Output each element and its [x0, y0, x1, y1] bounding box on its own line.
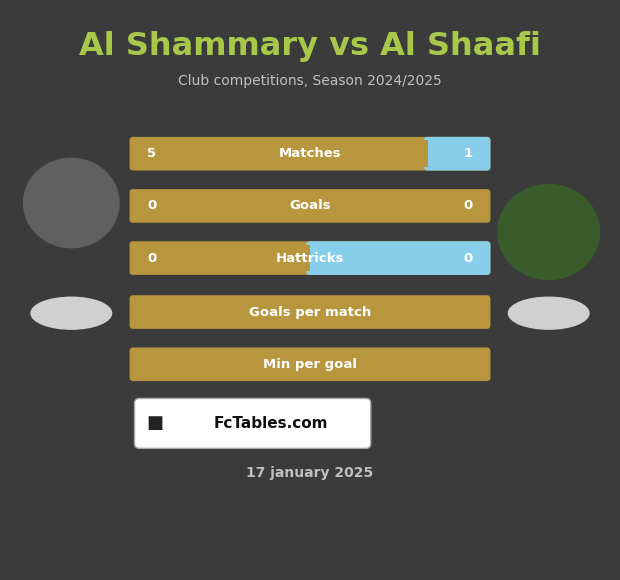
FancyBboxPatch shape [306, 241, 490, 275]
FancyBboxPatch shape [424, 137, 490, 171]
Text: 0: 0 [464, 200, 473, 212]
FancyBboxPatch shape [130, 347, 490, 381]
Bar [133, 245, 310, 271]
Text: 0: 0 [464, 252, 473, 264]
Text: Matches: Matches [278, 147, 342, 160]
FancyBboxPatch shape [130, 295, 490, 329]
Text: ■: ■ [146, 414, 164, 433]
Text: 5: 5 [147, 147, 156, 160]
Text: Goals per match: Goals per match [249, 306, 371, 318]
Text: Goals: Goals [289, 200, 331, 212]
Text: Club competitions, Season 2024/2025: Club competitions, Season 2024/2025 [178, 74, 442, 88]
FancyBboxPatch shape [135, 398, 371, 448]
Ellipse shape [31, 297, 112, 329]
Circle shape [498, 184, 600, 280]
Text: Hattricks: Hattricks [276, 252, 344, 264]
FancyBboxPatch shape [130, 137, 490, 171]
Text: FcTables.com: FcTables.com [213, 416, 328, 431]
Ellipse shape [508, 297, 589, 329]
Text: Min per goal: Min per goal [263, 358, 357, 371]
Text: 0: 0 [147, 200, 156, 212]
Text: 0: 0 [147, 252, 156, 264]
FancyBboxPatch shape [130, 189, 490, 223]
Text: 1: 1 [464, 147, 473, 160]
Text: 17 january 2025: 17 january 2025 [246, 466, 374, 480]
FancyBboxPatch shape [130, 241, 490, 275]
Text: Al Shammary vs Al Shaafi: Al Shammary vs Al Shaafi [79, 31, 541, 62]
Bar [133, 140, 428, 167]
Circle shape [24, 158, 119, 248]
